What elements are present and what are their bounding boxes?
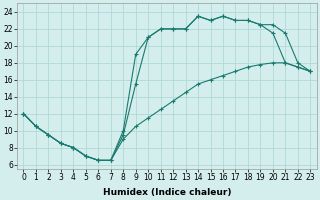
X-axis label: Humidex (Indice chaleur): Humidex (Indice chaleur)	[103, 188, 231, 197]
